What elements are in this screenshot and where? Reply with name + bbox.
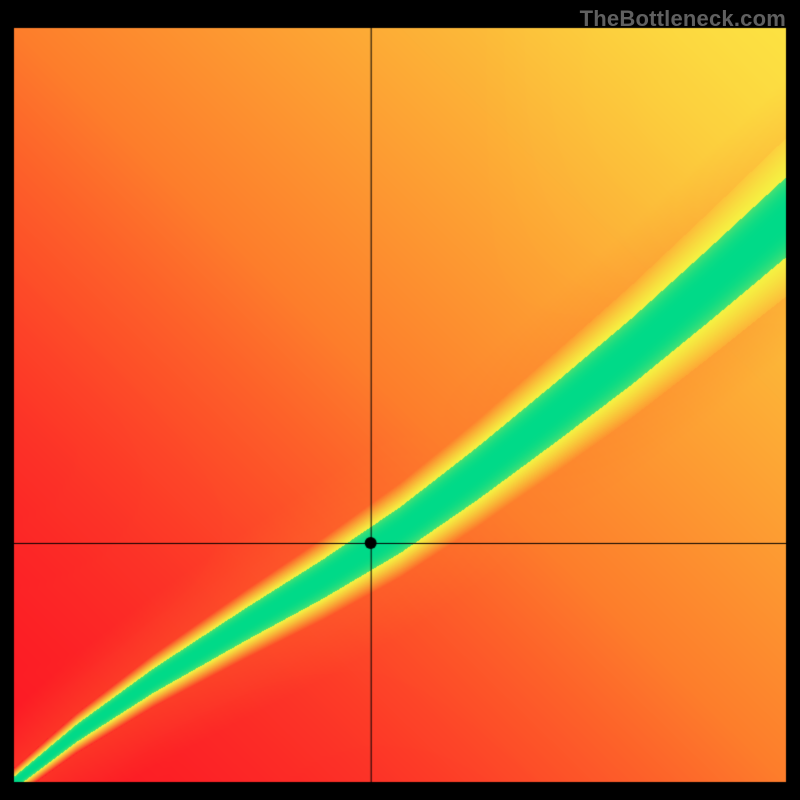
watermark-label: TheBottleneck.com	[580, 6, 786, 32]
chart-container: TheBottleneck.com	[0, 0, 800, 800]
bottleneck-heatmap	[0, 0, 800, 800]
